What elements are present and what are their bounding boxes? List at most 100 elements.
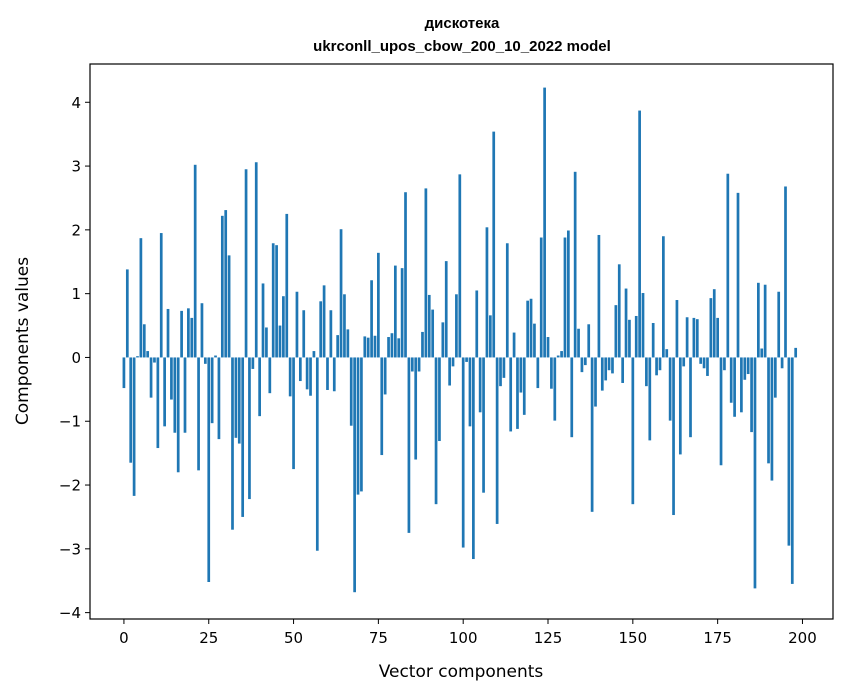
y-tick-label: 0 bbox=[71, 349, 81, 367]
bar-143 bbox=[607, 357, 611, 371]
bar-153 bbox=[641, 293, 645, 358]
bar-20 bbox=[190, 317, 194, 358]
bar-84 bbox=[407, 357, 411, 533]
bar-177 bbox=[723, 357, 726, 371]
bar-2 bbox=[129, 357, 133, 463]
bar-81 bbox=[397, 338, 401, 358]
bar-78 bbox=[387, 337, 390, 358]
bar-74 bbox=[373, 335, 377, 358]
x-tick-label: 150 bbox=[619, 629, 648, 647]
bar-47 bbox=[282, 296, 285, 358]
bar-159 bbox=[662, 236, 665, 358]
bar-125 bbox=[546, 337, 550, 358]
bar-16 bbox=[176, 357, 180, 473]
bar-43 bbox=[268, 357, 272, 394]
bar-164 bbox=[678, 357, 682, 455]
bar-129 bbox=[560, 351, 563, 358]
y-tick-label: −4 bbox=[59, 604, 81, 622]
bar-1 bbox=[125, 269, 129, 358]
plot-frame bbox=[89, 63, 834, 620]
bar-160 bbox=[665, 349, 669, 358]
bar-77 bbox=[383, 357, 387, 395]
x-tick-label: 200 bbox=[788, 629, 817, 647]
bar-96 bbox=[448, 357, 451, 386]
bar-44 bbox=[271, 243, 275, 358]
bar-25 bbox=[207, 357, 211, 582]
bar-45 bbox=[275, 245, 278, 358]
bar-103 bbox=[472, 357, 475, 560]
bar-4 bbox=[136, 356, 139, 358]
bar-33 bbox=[234, 357, 238, 438]
y-axis: −4 −3 −2 −1 0 1 2 3 4 bbox=[59, 94, 90, 622]
y-tick-label: −3 bbox=[59, 540, 81, 558]
bar-85 bbox=[410, 357, 414, 372]
bar-69 bbox=[356, 357, 360, 495]
bar-90 bbox=[427, 294, 431, 358]
bar-116 bbox=[516, 357, 519, 429]
bar-178 bbox=[726, 173, 730, 358]
bar-10 bbox=[156, 357, 160, 449]
bar-145 bbox=[614, 305, 618, 358]
bar-48 bbox=[285, 213, 289, 358]
chart-title-line-1: дискотека bbox=[425, 15, 500, 32]
bar-152 bbox=[638, 110, 641, 358]
bar-122 bbox=[536, 357, 540, 389]
bar-28 bbox=[217, 357, 221, 440]
y-tick-label: −2 bbox=[59, 477, 81, 495]
bar-176 bbox=[719, 357, 723, 466]
bar-112 bbox=[502, 357, 506, 378]
bar-115 bbox=[512, 332, 516, 358]
bar-173 bbox=[709, 298, 713, 358]
bar-106 bbox=[482, 357, 485, 493]
bar-104 bbox=[475, 290, 479, 358]
bar-35 bbox=[241, 357, 245, 517]
bar-9 bbox=[153, 357, 156, 363]
bar-118 bbox=[522, 357, 526, 415]
bar-146 bbox=[617, 264, 621, 358]
bar-182 bbox=[740, 357, 743, 413]
bar-91 bbox=[431, 309, 435, 358]
bar-37 bbox=[248, 357, 251, 500]
bar-27 bbox=[214, 355, 217, 358]
bar-94 bbox=[441, 322, 445, 358]
x-axis-label: Vector components bbox=[379, 662, 544, 682]
bar-171 bbox=[702, 357, 706, 369]
bar-180 bbox=[733, 357, 736, 417]
y-tick-label: 1 bbox=[71, 285, 81, 303]
bar-11 bbox=[159, 233, 163, 358]
bar-98 bbox=[455, 294, 458, 358]
bar-121 bbox=[533, 323, 536, 358]
bar-175 bbox=[716, 317, 719, 358]
bar-8 bbox=[149, 357, 153, 398]
bar-138 bbox=[590, 357, 594, 512]
bar-62 bbox=[332, 357, 336, 392]
bar-109 bbox=[492, 131, 496, 358]
bar-61 bbox=[329, 310, 333, 358]
bar-22 bbox=[197, 357, 200, 471]
bar-139 bbox=[594, 357, 597, 407]
bar-50 bbox=[292, 357, 295, 470]
bar-107 bbox=[485, 227, 489, 358]
bar-174 bbox=[712, 289, 716, 358]
x-tick-label: 0 bbox=[119, 629, 129, 647]
bar-183 bbox=[743, 357, 747, 380]
bar-68 bbox=[353, 357, 356, 593]
bar-186 bbox=[753, 357, 757, 589]
bar-169 bbox=[695, 319, 699, 358]
bar-136 bbox=[583, 357, 587, 366]
bar-133 bbox=[573, 171, 577, 358]
bar-154 bbox=[645, 357, 648, 387]
bar-67 bbox=[349, 357, 353, 426]
bar-5 bbox=[139, 238, 143, 358]
bar-3 bbox=[132, 357, 136, 496]
bar-82 bbox=[400, 268, 404, 358]
bar-197 bbox=[790, 357, 794, 584]
bar-167 bbox=[689, 357, 692, 438]
bar-184 bbox=[746, 357, 750, 375]
bar-23 bbox=[200, 303, 204, 358]
bar-89 bbox=[424, 188, 428, 358]
bar-114 bbox=[509, 357, 513, 432]
bar-198 bbox=[794, 347, 798, 358]
bar-19 bbox=[187, 308, 190, 358]
